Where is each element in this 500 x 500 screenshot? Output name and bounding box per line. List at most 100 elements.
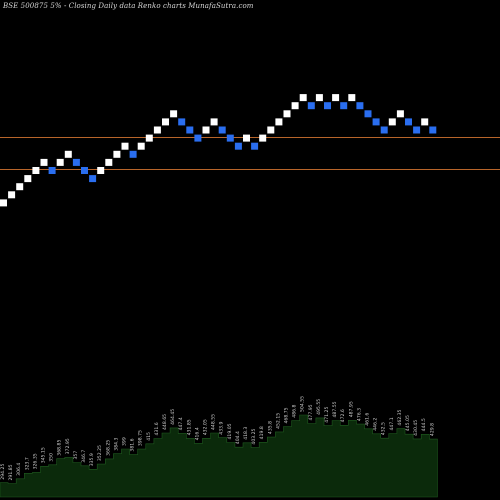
renko-brick-up bbox=[275, 118, 283, 126]
volume-value-label: 432.05 bbox=[203, 419, 209, 435]
renko-brick-up bbox=[24, 175, 32, 183]
volume-value-label: 446.2 bbox=[373, 418, 379, 431]
renko-brick-up bbox=[259, 134, 267, 142]
volume-value-label: 306.4 bbox=[16, 463, 22, 476]
volume-value-label: 418.3 bbox=[243, 427, 249, 440]
renko-brick-up bbox=[145, 134, 153, 142]
renko-brick-down bbox=[89, 175, 97, 183]
volume-value-label: 431.85 bbox=[186, 419, 192, 435]
volume-value-label: 486.8 bbox=[292, 404, 298, 417]
volume-value-label: 323.7 bbox=[24, 457, 30, 470]
volume-value-label: 326.35 bbox=[32, 453, 38, 469]
volume-value-label: 381.6 bbox=[130, 438, 136, 451]
renko-brick-up bbox=[0, 199, 7, 207]
renko-brick-up bbox=[348, 94, 356, 102]
renko-brick-up bbox=[153, 126, 161, 134]
volume-value-label: 291.85 bbox=[8, 464, 14, 480]
renko-brick-up bbox=[421, 118, 429, 126]
volume-value-label: 294.25 bbox=[0, 464, 6, 480]
renko-brick-up bbox=[388, 118, 396, 126]
volume-value-label: 445.05 bbox=[405, 415, 411, 431]
volume-value-label: 447.4 bbox=[178, 417, 184, 430]
renko-brick-down bbox=[364, 110, 372, 118]
renko-brick-down bbox=[429, 126, 437, 134]
volume-area-layer bbox=[0, 414, 438, 498]
volume-value-label: 368.85 bbox=[57, 440, 63, 456]
volume-value-label: 432.5 bbox=[381, 422, 387, 435]
volume-value-label: 431.6 bbox=[154, 422, 160, 435]
volume-value-label: 448.65 bbox=[162, 414, 168, 430]
renko-brick-up bbox=[105, 158, 113, 166]
renko-brick-down bbox=[218, 126, 226, 134]
renko-brick-up bbox=[267, 126, 275, 134]
volume-value-label: 448.55 bbox=[211, 414, 217, 430]
renko-brick-down bbox=[380, 126, 388, 134]
renko-brick-up bbox=[315, 94, 323, 102]
volume-value-label: 471.25 bbox=[324, 407, 330, 423]
volume-value-label: 399 bbox=[121, 437, 127, 446]
renko-brick-down bbox=[81, 167, 88, 174]
renko-brick-up bbox=[299, 94, 307, 102]
renko-brick-up bbox=[56, 158, 64, 166]
renko-brick-up bbox=[113, 150, 121, 158]
renko-brick-down bbox=[413, 126, 421, 134]
volume-value-label: 447.1 bbox=[389, 417, 395, 430]
volume-value-label: 468.75 bbox=[284, 407, 290, 423]
volume-value-label: 487.55 bbox=[332, 401, 338, 417]
volume-value-label: 346.7 bbox=[81, 450, 87, 463]
renko-brick-down bbox=[194, 134, 202, 142]
renko-brick-up bbox=[32, 167, 40, 174]
volume-value-label: 352.25 bbox=[97, 445, 103, 461]
volume-value-label: 415 bbox=[146, 432, 152, 441]
volume-value-label: 345.15 bbox=[41, 447, 47, 463]
renko-brick-down bbox=[178, 118, 186, 126]
volume-value-label: 430.45 bbox=[413, 420, 419, 436]
volume-value-label: 504.55 bbox=[300, 396, 306, 412]
renko-brick-down bbox=[307, 102, 315, 110]
volume-value-label: 350 bbox=[49, 453, 55, 462]
renko-brick-up bbox=[396, 110, 404, 118]
renko-brick-down bbox=[405, 118, 412, 126]
volume-value-label: 372.95 bbox=[65, 438, 71, 454]
renko-brick-up bbox=[332, 94, 340, 102]
renko-brick-down bbox=[72, 158, 80, 166]
renko-brick-down bbox=[356, 102, 364, 110]
volume-value-label: 464.45 bbox=[170, 409, 176, 425]
volume-value-label: 462.35 bbox=[397, 409, 403, 425]
renko-brick-up bbox=[137, 142, 145, 150]
volume-value-label: 368.25 bbox=[105, 440, 111, 456]
renko-brick-down bbox=[129, 150, 137, 158]
renko-brick-down bbox=[226, 134, 234, 142]
volume-value-label: 461.6 bbox=[365, 413, 371, 426]
renko-brick-down bbox=[251, 142, 259, 150]
renko-brick-up bbox=[170, 110, 178, 118]
renko-bricks-layer bbox=[0, 94, 437, 207]
renko-brick-up bbox=[121, 142, 129, 150]
volume-value-label: 476.3 bbox=[356, 408, 362, 421]
renko-brick-down bbox=[48, 167, 56, 174]
renko-brick-up bbox=[97, 167, 105, 174]
renko-brick-up bbox=[40, 158, 48, 166]
volume-area bbox=[0, 414, 438, 498]
renko-brick-down bbox=[340, 102, 348, 110]
renko-brick-up bbox=[202, 126, 210, 134]
volume-value-label: 487.95 bbox=[348, 401, 354, 417]
volume-value-label: 429.8 bbox=[429, 423, 435, 436]
renko-brick-up bbox=[8, 191, 16, 199]
renko-brick-down bbox=[372, 118, 380, 126]
volume-value-label: 419.05 bbox=[227, 423, 233, 439]
renko-brick-down bbox=[324, 102, 331, 110]
renko-brick-up bbox=[16, 183, 24, 191]
volume-value-label: 384.3 bbox=[113, 437, 119, 450]
volume-labels-layer: 294.25 291.85 306.4 323.7 326.35 345.15 350368… bbox=[0, 396, 435, 481]
volume-value-label: 495.55 bbox=[316, 399, 322, 415]
renko-brick-up bbox=[291, 102, 299, 110]
volume-value-label: 416.4 bbox=[194, 427, 200, 440]
volume-value-label: 403.25 bbox=[251, 428, 257, 444]
renko-brick-down bbox=[234, 142, 242, 150]
volume-value-label: 444.5 bbox=[421, 418, 427, 431]
volume-value-label: 435.8 bbox=[267, 421, 273, 434]
volume-value-label: 404.4 bbox=[235, 431, 241, 444]
volume-value-label: 433.9 bbox=[219, 421, 225, 434]
